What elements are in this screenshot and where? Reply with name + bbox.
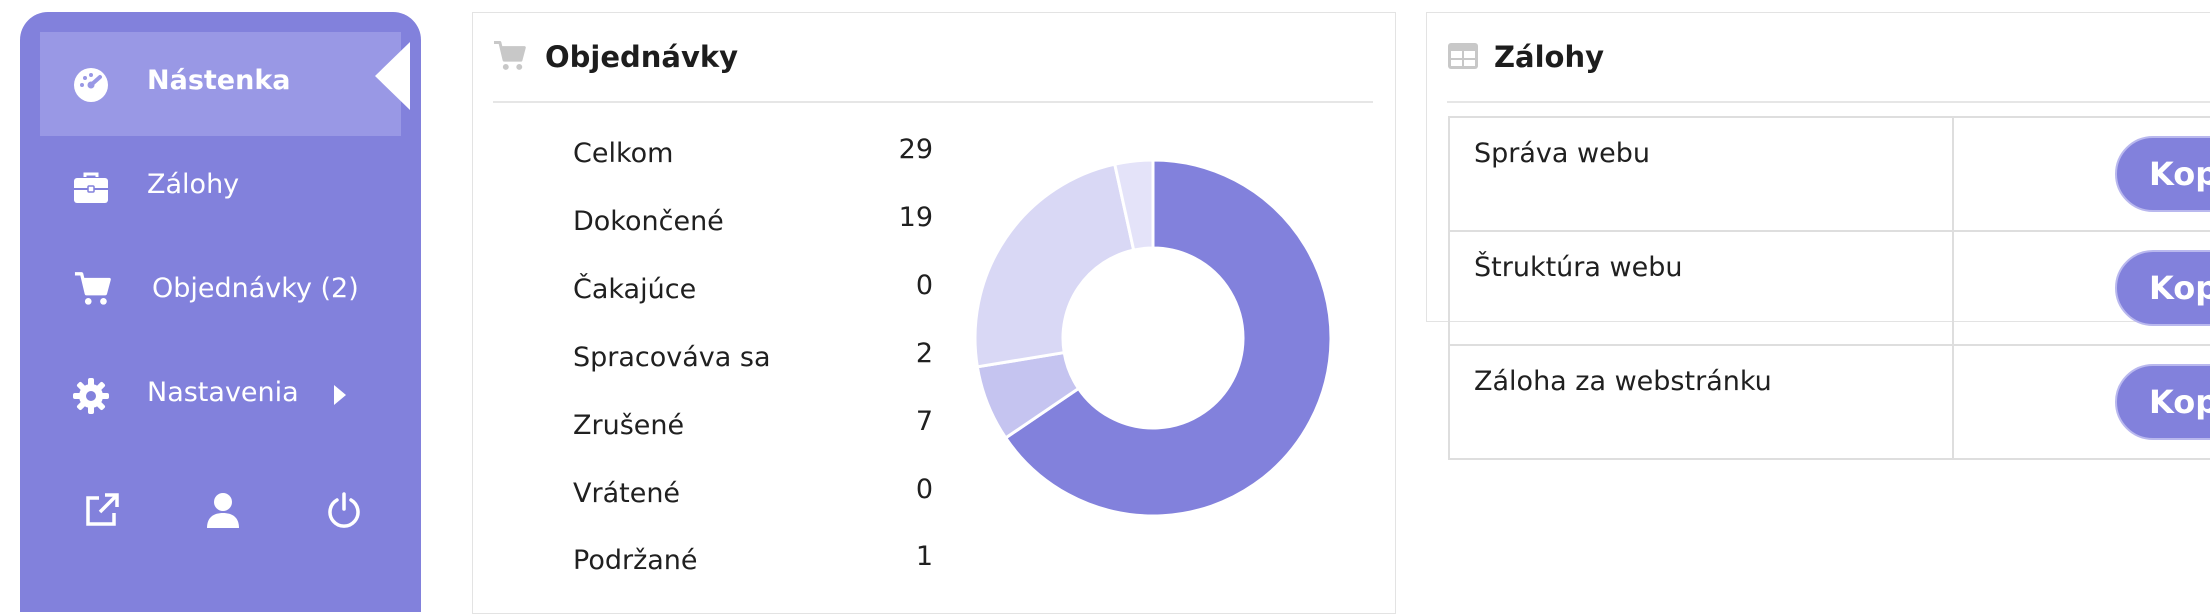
sidebar-item-label: Objednávky (2): [152, 273, 359, 304]
backup-action-cell: Kopí: [1952, 116, 2210, 232]
stat-label: Vrátené: [573, 478, 681, 509]
orders-title: Objednávky: [545, 40, 739, 74]
backups-divider: [1447, 101, 2210, 103]
donut-slice: [973, 162, 1136, 369]
stat-value: 0: [915, 474, 933, 505]
sidebar-item-label: Nástenka: [147, 65, 291, 96]
user-icon[interactable]: [203, 490, 243, 530]
stat-value: 1: [915, 541, 933, 572]
stat-label: Čakajúce: [573, 274, 697, 305]
donut-slice: [1003, 158, 1333, 518]
external-link-icon[interactable]: [82, 490, 122, 530]
orders-divider: [493, 101, 1373, 103]
power-icon[interactable]: [324, 490, 364, 530]
copy-button[interactable]: Kopí: [2115, 136, 2210, 212]
stat-label: Dokončené: [573, 206, 724, 237]
gear-icon: [72, 377, 110, 415]
chevron-right-icon: [334, 385, 346, 405]
copy-button[interactable]: Kopí: [2115, 364, 2210, 440]
backup-action-cell: Kopí: [1952, 344, 2210, 460]
backup-name: Záloha za webstránku: [1448, 344, 1954, 460]
stat-value: 0: [915, 270, 933, 301]
table-icon: [1447, 42, 1479, 72]
table-row: Štruktúra webu Kopí: [1448, 230, 2210, 346]
cart-icon: [74, 270, 112, 308]
sidebar: Nástenka Zálohy Objednávky (2) Nastaveni…: [20, 12, 421, 612]
active-pointer: [375, 42, 410, 110]
briefcase-icon: [72, 169, 110, 207]
stat-label: Celkom: [573, 138, 674, 169]
stat-label: Zrušené: [573, 410, 685, 441]
table-row: Záloha za webstránku Kopí: [1448, 344, 2210, 460]
sidebar-item-nastavenia[interactable]: Nastavenia: [20, 344, 421, 448]
dashboard-icon: [72, 66, 110, 104]
backup-action-cell: Kopí: [1952, 230, 2210, 346]
backups-table: Správa webu Kopí Štruktúra webu Kopí Zál…: [1448, 116, 2210, 460]
stat-label: Spracováva sa: [573, 342, 771, 373]
backup-name: Správa webu: [1448, 116, 1954, 232]
backups-title: Zálohy: [1494, 40, 1605, 74]
backup-name: Štruktúra webu: [1448, 230, 1954, 346]
stat-value: 2: [915, 338, 933, 369]
stat-value: 29: [898, 134, 933, 165]
sidebar-item-nastenka[interactable]: Nástenka: [20, 32, 421, 136]
copy-button[interactable]: Kopí: [2115, 250, 2210, 326]
sidebar-item-label: Nastavenia: [147, 377, 299, 408]
stat-label: Podržané: [573, 545, 698, 576]
sidebar-item-label: Zálohy: [147, 169, 240, 200]
stat-value: 19: [898, 202, 933, 233]
sidebar-item-objednavky[interactable]: Objednávky (2): [20, 240, 421, 344]
cart-icon: [493, 40, 527, 74]
sidebar-item-zalohy[interactable]: Zálohy: [20, 136, 421, 240]
stat-value: 7: [915, 406, 933, 437]
donut-slice: [1112, 158, 1155, 252]
table-row: Správa webu Kopí: [1448, 116, 2210, 232]
orders-donut-chart: [973, 158, 1333, 518]
